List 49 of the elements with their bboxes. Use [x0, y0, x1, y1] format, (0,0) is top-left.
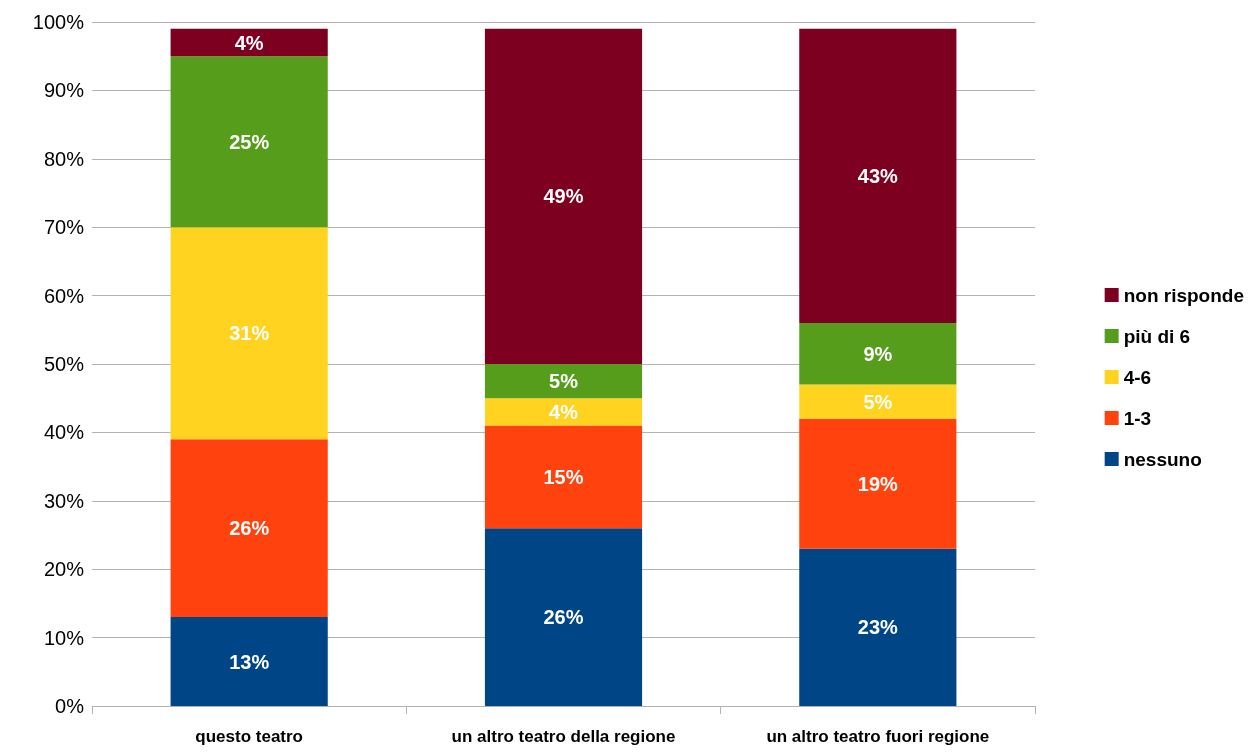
data-label: 4% [234, 31, 264, 54]
bar [799, 322, 957, 385]
data-label: 23% [857, 616, 899, 639]
y-tick-label: 10% [43, 626, 85, 649]
legend-label: non risponde [1123, 284, 1244, 306]
data-label: 49% [543, 185, 584, 208]
y-tick-label: 40% [43, 421, 85, 444]
data-label: 25% [229, 130, 270, 153]
data-label: 9% [863, 342, 893, 365]
legend-label: 4-6 [1123, 366, 1152, 388]
x-tick-label: questo teatro [195, 727, 304, 746]
bar [484, 28, 643, 364]
data-label: 26% [543, 606, 584, 629]
data-label: 5% [549, 370, 579, 393]
y-tick-label: 90% [43, 79, 85, 102]
data-label: 31% [229, 322, 270, 345]
y-tick-label: 100% [32, 11, 85, 33]
bar [799, 548, 957, 706]
bar [484, 425, 643, 529]
bar [170, 56, 328, 228]
bar [170, 617, 328, 706]
legend-label: 1-3 [1123, 407, 1152, 429]
data-label: 5% [863, 390, 893, 413]
y-tick-label: 80% [43, 147, 85, 170]
data-label: 26% [229, 517, 270, 540]
y-tick-label: 70% [43, 216, 85, 239]
bar [484, 364, 643, 399]
bar [799, 384, 957, 419]
x-tick-label: un altro teatro della regione [451, 727, 676, 746]
y-tick-label: 50% [43, 353, 85, 375]
bar [799, 418, 957, 549]
x-tick-label: un altro teatro fuori regione [766, 727, 990, 746]
data-label: 15% [543, 465, 584, 488]
legend-label: nessuno [1123, 448, 1202, 470]
data-label: 4% [549, 400, 579, 423]
bar [170, 439, 328, 618]
y-tick-label: 30% [43, 489, 85, 512]
data-label: 43% [857, 164, 899, 187]
data-label: 19% [857, 472, 899, 495]
bar [484, 398, 643, 426]
y-tick-label: 20% [43, 558, 85, 581]
bar [799, 28, 957, 323]
bar [484, 528, 643, 706]
y-tick-label: 0% [55, 695, 85, 717]
bar [170, 227, 328, 440]
y-tick-label: 60% [43, 284, 85, 307]
data-label: 13% [229, 650, 270, 673]
bar [170, 28, 328, 57]
legend-label: più di 6 [1123, 325, 1191, 347]
